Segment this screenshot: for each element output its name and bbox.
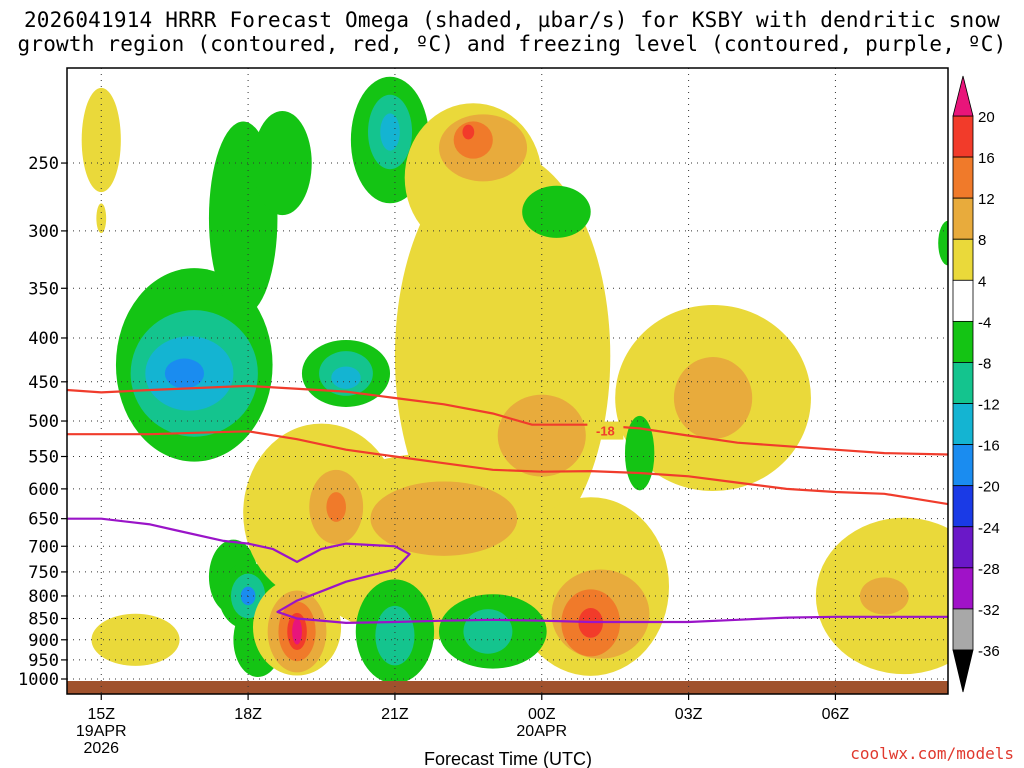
y-tick-label-400: 400 [28, 329, 59, 349]
colorbar-label-8: -16 [978, 438, 1000, 455]
chart-title-line1: 2026041914 HRRR Forecast Omega (shaded, … [23, 8, 1001, 32]
y-tick-label-550: 550 [28, 447, 59, 467]
x-tick-year-15Z: 2026 [83, 740, 119, 757]
y-tick-label-800: 800 [28, 587, 59, 607]
omega-region-29 [453, 121, 493, 159]
freezing-level-contour-0 [67, 517, 948, 624]
omega-region-15 [380, 113, 400, 151]
colorbar-label-13: -36 [978, 643, 1000, 660]
colorbar-bin-13 [952, 608, 974, 651]
x-tick-label-00Z: 00Z [528, 706, 556, 723]
grid-lines [67, 68, 948, 694]
colorbar-bin-8 [952, 403, 974, 446]
x-tick-date-15Z: 19APR [76, 723, 127, 740]
y-tick-label-350: 350 [28, 279, 59, 299]
x-tick-label-06Z: 06Z [822, 706, 850, 723]
omega-region-18 [240, 586, 256, 606]
y-axis: 2503003504004505005506006507007508008509… [18, 154, 67, 690]
colorbar-label-3: 8 [978, 232, 986, 249]
colorbar: 20 16 12 8 4 -4 -8 -12 -16 -20 -24 -28 -32 -36 [952, 75, 1000, 693]
colorbar-bin-11 [952, 526, 974, 569]
y-tick-label-1000: 1000 [18, 670, 59, 690]
colorbar-label-5: -4 [978, 314, 991, 331]
x-tick-label-03Z: 03Z [675, 706, 703, 723]
colorbar-bin-4 [952, 238, 974, 281]
x-axis-label: Forecast Time (UTC) [424, 749, 592, 768]
omega-region-39 [859, 577, 909, 615]
omega-region-35 [673, 357, 753, 439]
y-tick-label-850: 850 [28, 610, 59, 630]
colorbar-bin-5 [952, 279, 974, 322]
omega-region-34 [326, 492, 346, 522]
colorbar-bin-6 [952, 320, 974, 363]
y-tick-label-900: 900 [28, 631, 59, 651]
colorbar-label-11: -28 [978, 561, 1000, 578]
contour-lines: -18 [67, 384, 948, 624]
colorbar-bin-9 [952, 444, 974, 487]
y-tick-label-750: 750 [28, 563, 59, 583]
x-tick-label-21Z: 21Z [381, 706, 409, 723]
colorbar-top-triangle [952, 75, 974, 117]
omega-region-30 [462, 124, 475, 140]
omega-region-43 [292, 618, 302, 645]
y-tick-label-500: 500 [28, 412, 59, 432]
colorbar-label-6: -8 [978, 355, 991, 372]
dgz-contour-0 [67, 384, 948, 456]
x-tick-label-15Z: 15Z [87, 706, 115, 723]
terrain-bar [67, 681, 948, 694]
colorbar-label-12: -32 [978, 602, 1000, 619]
x-tick-label-18Z: 18Z [234, 706, 262, 723]
colorbar-label-0: 20 [978, 109, 995, 126]
dgz-label-bg [587, 421, 624, 440]
terrain-surface [67, 681, 948, 694]
colorbar-bin-10 [952, 485, 974, 528]
omega-region-4 [252, 110, 312, 216]
y-tick-label-650: 650 [28, 510, 59, 530]
colorbar-bin-3 [952, 197, 974, 240]
colorbar-bin-2 [952, 156, 974, 199]
colorbar-label-9: -20 [978, 479, 1000, 496]
y-tick-label-600: 600 [28, 480, 59, 500]
plot-frame [66, 67, 949, 695]
y-tick-label-950: 950 [28, 651, 59, 671]
y-tick-label-450: 450 [28, 373, 59, 393]
credit-text: coolwx.com/models [850, 744, 1014, 763]
omega-shading [81, 76, 948, 684]
y-tick-label-700: 700 [28, 537, 59, 557]
colorbar-bin-7 [952, 362, 974, 404]
omega-region-32 [370, 481, 518, 556]
omega-region-12 [331, 366, 361, 389]
colorbar-bin-12 [952, 567, 974, 610]
y-tick-label-250: 250 [28, 154, 59, 174]
omega-region-47 [463, 609, 513, 654]
omega-region-48 [522, 185, 591, 238]
colorbar-bin-1 [952, 115, 974, 158]
colorbar-label-10: -24 [978, 520, 1000, 537]
omega-region-31 [497, 394, 586, 477]
y-tick-label-300: 300 [28, 222, 59, 242]
colorbar-label-7: -12 [978, 397, 1000, 414]
omega-region-27 [91, 613, 180, 666]
dgz-contour-label: -18 [596, 424, 615, 439]
dgz-contour-1 [67, 430, 948, 506]
colorbar-bottom-triangle [952, 649, 974, 693]
chart-title-line2: growth region (contoured, red, ºC) and f… [17, 32, 1007, 56]
colorbar-label-4: 4 [978, 273, 986, 290]
omega-region-50 [938, 220, 948, 266]
x-tick-date-00Z: 20APR [516, 723, 567, 740]
omega-region-9 [164, 358, 205, 389]
colorbar-label-1: 16 [978, 150, 995, 167]
colorbar-label-2: 12 [978, 191, 995, 208]
